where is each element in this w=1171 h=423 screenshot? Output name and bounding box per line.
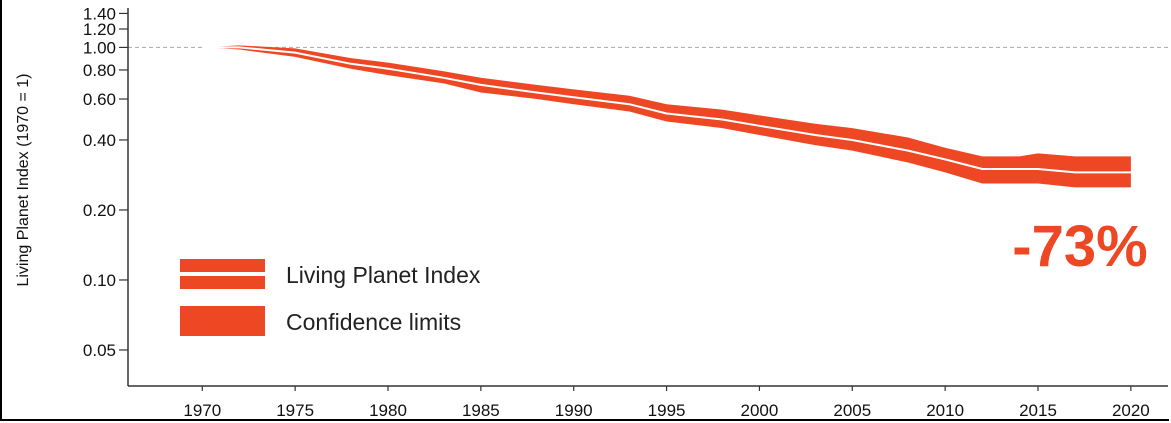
y-tick-label: 0.20: [83, 201, 116, 220]
x-tick-label: 1980: [369, 401, 407, 420]
y-tick-label: 1.20: [83, 20, 116, 39]
x-tick-label: 2000: [741, 401, 779, 420]
x-tick-label: 1975: [276, 401, 314, 420]
legend-item-living-planet-index: Living Planet Index: [180, 259, 481, 289]
legend: Living Planet Index Confidence limits: [180, 259, 481, 336]
decline-callout: -73%: [1012, 214, 1147, 279]
living-planet-index-line: [202, 46, 1131, 174]
x-tick-label: 1995: [648, 401, 686, 420]
axes: 1.401.201.00 0.80 0.60 0.40 0.20 0.10 0.05 197…: [83, 4, 1168, 420]
x-tick-label: 1990: [555, 401, 593, 420]
x-axis-ticks: 1970 1975 1980 1985 1990 1995 2000 2005 2010 2015…: [183, 386, 1150, 420]
x-tick-label: 2005: [833, 401, 871, 420]
x-tick-label: 2015: [1019, 401, 1057, 420]
plot-area: [128, 45, 1168, 188]
legend-swatch-confidence-limits: [180, 306, 265, 336]
y-tick-label: 1.00: [83, 38, 116, 57]
y-tick-label: 0.80: [83, 61, 116, 80]
y-axis-label: Living Planet Index (1970 = 1): [15, 73, 32, 286]
y-tick-label: 1.40: [83, 4, 116, 23]
y-tick-label: 0.05: [83, 341, 116, 360]
legend-label-confidence-limits: Confidence limits: [286, 309, 461, 335]
x-tick-label: 1985: [462, 401, 500, 420]
y-tick-label: 0.10: [83, 271, 116, 290]
x-tick-label: 1970: [183, 401, 221, 420]
legend-item-confidence-limits: Confidence limits: [180, 306, 461, 336]
y-axis-ticks: 1.401.201.00 0.80 0.60 0.40 0.20 0.10 0.05: [83, 4, 128, 360]
legend-label-living-planet-index: Living Planet Index: [286, 262, 481, 288]
x-tick-label: 2010: [926, 401, 964, 420]
confidence-band: [202, 45, 1131, 188]
y-tick-label: 0.40: [83, 131, 116, 150]
x-tick-label: 2020: [1112, 401, 1150, 420]
y-tick-label: 0.60: [83, 90, 116, 109]
